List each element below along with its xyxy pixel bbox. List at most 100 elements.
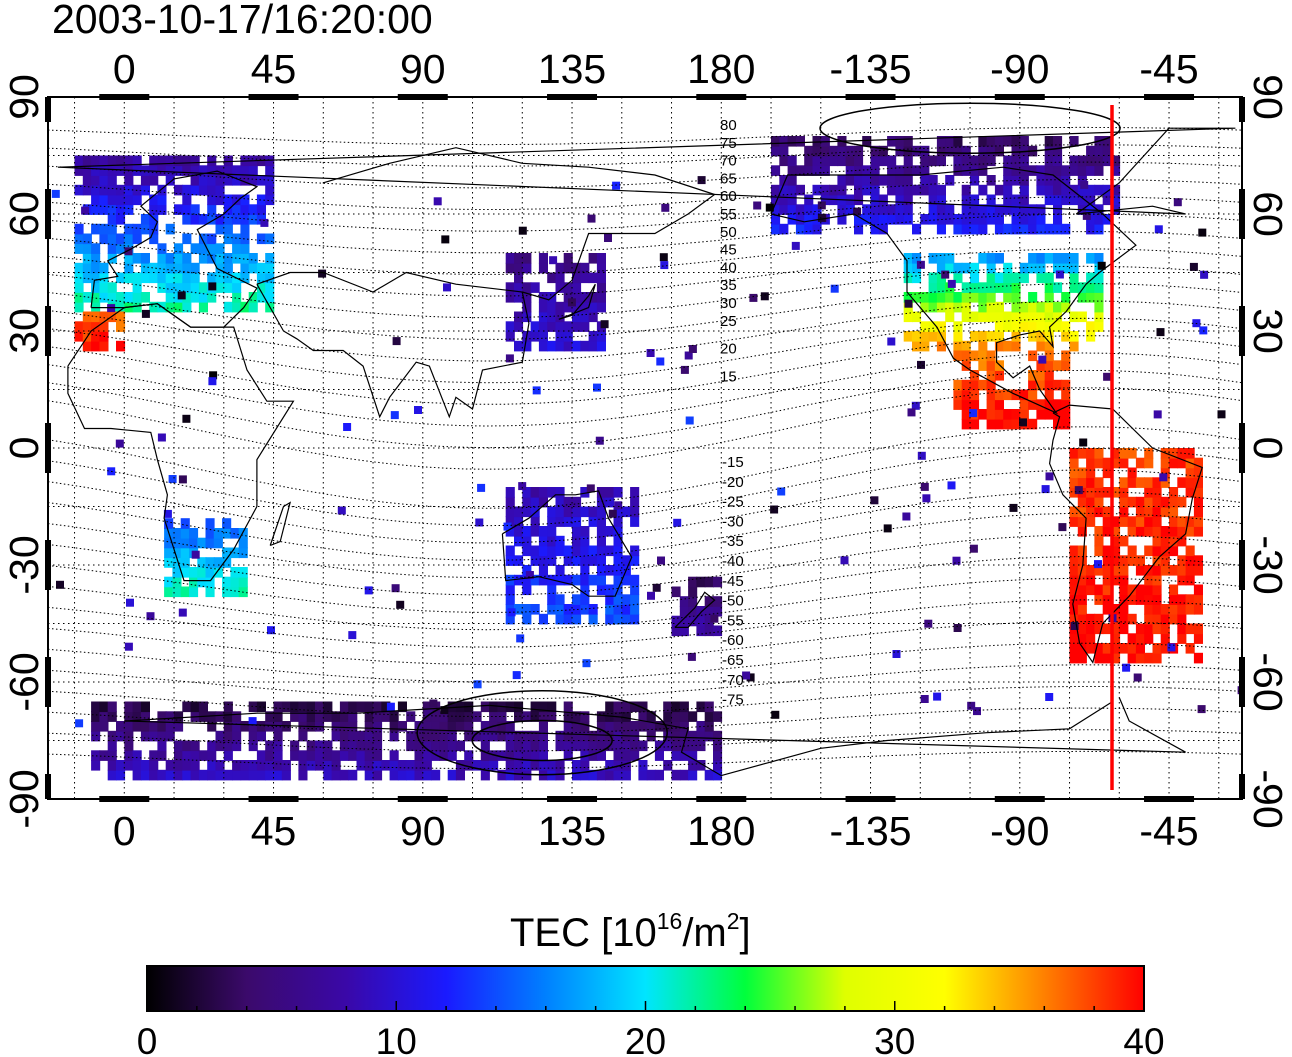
tec-pixel [1119,604,1129,615]
tec-pixel [1044,340,1054,352]
tec-pixel [306,711,316,722]
tec-pixel [505,526,515,537]
tec-pixel [596,740,606,752]
tec-pixel [605,604,615,615]
tec-pixel [870,184,880,196]
tec-pixel [555,760,565,771]
tec-pixel [1086,633,1096,644]
tec-pixel [936,292,946,303]
tec-pixel [1077,311,1087,323]
tec-pixel [1069,165,1079,176]
tec-pixel [124,721,134,732]
tec-pixel [180,586,190,598]
tec-pixel [630,545,640,557]
tec-pixel [1086,506,1096,518]
tec-pixel [638,711,648,722]
tec-pixel [1044,155,1054,167]
tec-pixel [505,750,515,761]
tec-pixel [124,175,134,186]
tec-pixel [679,711,689,722]
tec-pixel [630,574,640,586]
tec-pixel [961,379,971,391]
tec-pixel [1028,301,1038,313]
tec-pixel [174,184,184,196]
tec-pixel [920,165,930,176]
tec-pixel [74,321,84,332]
tec-pixel [555,604,565,615]
tec-pixel [1169,496,1179,508]
mag-lat-contour [48,556,1242,613]
tec-pixel [164,518,174,529]
tec-pixel [588,272,598,284]
tec-pixel [1094,457,1104,469]
tec-pixel [1069,643,1079,654]
tec-pixel [116,321,126,332]
tec-pixel [132,701,142,713]
tec-pixel [464,711,474,722]
tec-pixel [240,721,250,732]
mag-lat-contour [48,686,1242,717]
tec-pixel [1036,360,1046,371]
tec-pixel [223,750,233,761]
tec-pixel [207,711,217,722]
tec-pixel [986,204,996,215]
tec-pixel [1003,321,1013,332]
tec-pixel [414,730,424,742]
tec-pixel [710,614,719,623]
tec-pixel [82,262,92,274]
tec-pixel [580,740,590,752]
tec-pixel [854,175,864,186]
tec-pixel [638,721,648,732]
tec-pixel [671,769,681,781]
tec-pixel [812,155,822,167]
tec-pixel [586,484,595,493]
mag-lat-label: 80 [720,117,737,134]
tec-pixel [804,165,814,176]
tec-pixel [630,555,640,566]
tec-pixel [555,535,565,547]
tec-pixel [779,145,789,157]
tec-pixel [124,760,134,771]
tec-pixel [497,721,507,732]
tec-pixel [588,545,598,557]
coastline [674,591,716,629]
mag-lat-label: -25 [722,494,744,511]
tec-pixel [1102,145,1112,157]
tec-pixel [140,721,150,732]
tec-pixel [1086,145,1096,157]
tec-pixel [331,750,341,761]
tec-pixel [713,769,723,781]
tec-pixel [1185,448,1195,459]
tec-pixel [1159,473,1168,482]
tec-pixel [1069,574,1079,586]
bottom-longitude-axis: 0 45 90 135 180 -135 -90 -45 [113,808,1199,854]
tec-pixel [1193,623,1203,635]
tec-pixel [207,243,217,254]
tec-pixel [1003,175,1013,186]
tec-pixel [555,301,565,313]
tec-pixel [538,487,548,498]
tec-pixel [1144,487,1154,498]
tec-pixel [1053,282,1063,293]
tec-pixel [1086,194,1096,206]
tec-pixel [638,760,648,771]
tec-pixel [588,301,598,313]
tec-pixel [174,282,184,293]
tec-pixel [256,262,266,274]
tec-pixel [605,701,615,713]
tec-pixel [903,292,913,303]
tec-pixel [248,740,258,752]
tec-pixel [978,331,988,342]
tec-pixel [587,214,596,223]
tec-pixel [1160,623,1170,635]
tec-pixel [205,537,215,549]
tec-pixel [1019,136,1029,147]
tec-pixel [970,223,980,235]
tec-pixel [630,496,640,508]
tec-pixel [936,204,946,215]
tec-pixel [174,740,184,752]
tec-pixel [232,204,242,215]
tec-pixel [348,730,358,742]
tec-pixel [480,721,490,732]
tec-pixel [1044,399,1054,410]
